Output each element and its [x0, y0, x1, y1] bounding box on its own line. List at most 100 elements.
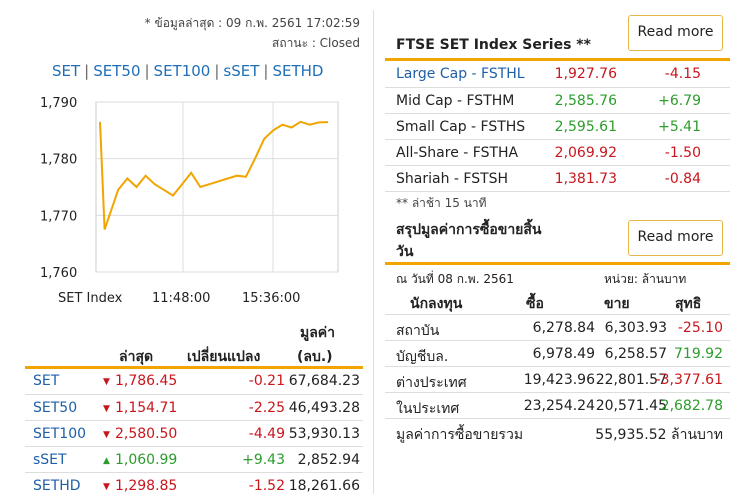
ftse-row[interactable]: Large Cap - FSTHL 1,927.76 -4.15	[385, 61, 730, 87]
summary-title-line2: วัน	[396, 244, 414, 260]
ftse-row[interactable]: All-Share - FSTHA 2,069.92 -1.50	[385, 139, 730, 165]
investor-buy: 19,423.96	[523, 372, 595, 388]
ftse-bottom-rule	[385, 191, 730, 192]
investor-sell: 6,258.57	[604, 346, 667, 362]
index-name[interactable]: SET	[33, 373, 60, 389]
market-status: สถานะ : Closed	[272, 36, 360, 50]
tab-sset[interactable]: sSET	[223, 62, 260, 80]
index-name[interactable]: SET100	[33, 426, 87, 442]
ftse-name[interactable]: Small Cap - FSTHS	[396, 119, 526, 135]
index-last: 1,786.45	[115, 373, 178, 389]
total-label: มูลค่าการซื้อขายรวม	[396, 427, 524, 443]
y-tick-label: 1,780	[40, 153, 77, 168]
ftse-change: -1.50	[664, 145, 701, 161]
index-change: +9.43	[242, 452, 285, 468]
ftse-name[interactable]: Large Cap - FSTHL	[396, 66, 525, 82]
y-tick-label: 1,770	[40, 209, 77, 224]
index-last: 1,060.99	[115, 452, 178, 468]
index-value: 2,852.94	[297, 452, 360, 468]
table-header-rule	[25, 366, 363, 369]
ftse-value: 2,069.92	[554, 145, 617, 161]
investor-buy: 23,254.24	[523, 398, 595, 414]
tab-sethd[interactable]: SETHD	[272, 62, 324, 80]
col-header-value: มูลค่า	[300, 325, 336, 341]
investor-sell: 6,303.93	[604, 320, 667, 336]
ftse-name[interactable]: Shariah - FSTSH	[396, 171, 509, 187]
ftse-row[interactable]: Mid Cap - FSTHM 2,585.76 +6.79	[385, 87, 730, 113]
index-last: 1,154.71	[115, 400, 178, 416]
arrow-down-icon: ▼	[103, 430, 110, 440]
index-row[interactable]: SETHD ▼ 1,298.85 -1.52 18,261.66	[25, 472, 363, 498]
total-value: 55,935.52 ล้านบาท	[595, 427, 723, 443]
x-tick-label: 15:36:00	[242, 291, 300, 306]
x-tick-label: 11:48:00	[152, 291, 210, 306]
ftse-row[interactable]: Shariah - FSTSH 1,381.73 -0.84	[385, 165, 730, 191]
index-value: 67,684.23	[288, 373, 360, 389]
set-index-chart: 1,790 1,780 1,770 1,760 SET Index 11:48:00 15…	[40, 96, 339, 306]
index-change: -0.21	[248, 373, 285, 389]
ftse-change: +6.79	[658, 93, 701, 109]
ftse-value: 1,381.73	[554, 171, 617, 187]
investor-net: -3,377.61	[655, 372, 723, 388]
col-header-value-unit: (ลบ.)	[297, 349, 333, 365]
ftse-change: +5.41	[658, 119, 701, 135]
last-update-timestamp: * ข้อมูลล่าสุด : 09 ก.พ. 2561 17:02:59	[144, 16, 360, 30]
arrow-up-icon: ▲	[103, 456, 110, 466]
index-value: 46,493.28	[288, 400, 360, 416]
investor-name: บัญชีบล.	[396, 349, 449, 365]
col-header-change: เปลี่ยนแปลง	[187, 349, 261, 365]
investor-net: 2,682.78	[660, 398, 723, 414]
tab-set100[interactable]: SET100	[153, 62, 211, 80]
ftse-name[interactable]: Mid Cap - FSTHM	[396, 93, 515, 109]
arrow-down-icon: ▼	[103, 404, 110, 414]
investor-buy: 6,278.84	[532, 320, 595, 336]
index-name[interactable]: sSET	[33, 452, 67, 468]
index-tabs: SET | SET50 | SET100 | sSET | SETHD	[52, 62, 324, 80]
ftse-row[interactable]: Small Cap - FSTHS 2,595.61 +5.41	[385, 113, 730, 139]
summary-date: ณ วันที่ 08 ก.พ. 2561	[396, 272, 514, 286]
index-row[interactable]: SET100 ▼ 2,580.50 -4.49 53,930.13	[25, 420, 363, 446]
panel-divider	[373, 10, 374, 494]
summary-row: สถาบัน 6,278.84 6,303.93 -25.10	[385, 314, 730, 340]
summary-read-more-button[interactable]: Read more	[628, 220, 723, 256]
index-row[interactable]: sSET ▲ 1,060.99 +9.43 2,852.94	[25, 446, 363, 472]
ftse-change: -0.84	[664, 171, 701, 187]
investor-net: -25.10	[677, 320, 723, 336]
col-header-net: สุทธิ	[675, 296, 702, 312]
col-header-sell: ขาย	[604, 296, 630, 312]
index-row[interactable]: SET ▼ 1,786.45 -0.21 67,684.23	[25, 368, 363, 394]
ftse-name[interactable]: All-Share - FSTHA	[396, 145, 519, 161]
summary-row: บัญชีบล. 6,978.49 6,258.57 719.92	[385, 340, 730, 366]
index-row[interactable]: SET50 ▼ 1,154.71 -2.25 46,493.28	[25, 394, 363, 420]
ftse-title: FTSE SET Index Series **	[396, 37, 591, 53]
col-header-buy: ซื้อ	[526, 296, 544, 312]
col-header-last: ล่าสุด	[119, 349, 154, 365]
investor-name: สถาบัน	[396, 323, 440, 339]
tab-set[interactable]: SET	[52, 62, 81, 80]
summary-row: ต่างประเทศ 19,423.96 22,801.57 -3,377.61	[385, 366, 730, 392]
investor-buy: 6,978.49	[532, 346, 595, 362]
index-last: 2,580.50	[115, 426, 178, 442]
y-tick-label: 1,790	[40, 96, 77, 111]
set-index-line	[99, 120, 329, 230]
summary-title-line1: สรุปมูลค่าการซื้อขายสิ้น	[396, 222, 542, 238]
index-name[interactable]: SETHD	[33, 478, 81, 494]
delay-note: ** ล่าช้า 15 นาที	[396, 196, 487, 210]
y-tick-label: 1,760	[40, 266, 77, 281]
tab-set50[interactable]: SET50	[93, 62, 141, 80]
chart-frame	[95, 101, 339, 273]
arrow-down-icon: ▼	[103, 482, 110, 492]
x-tick-label: SET Index	[58, 291, 123, 306]
col-header-investor: นักลงทุน	[410, 296, 463, 312]
ftse-value: 1,927.76	[554, 66, 617, 82]
index-change: -4.49	[248, 426, 285, 442]
ftse-read-more-button[interactable]: Read more	[628, 15, 723, 51]
arrow-down-icon: ▼	[103, 377, 110, 387]
ftse-value: 2,595.61	[554, 119, 617, 135]
ftse-header-rule	[385, 58, 730, 61]
index-last: 1,298.85	[115, 478, 178, 494]
investor-sell: 22,801.57	[595, 372, 667, 388]
index-value: 18,261.66	[288, 478, 360, 494]
investor-sell: 20,571.45	[595, 398, 667, 414]
index-name[interactable]: SET50	[33, 400, 78, 416]
